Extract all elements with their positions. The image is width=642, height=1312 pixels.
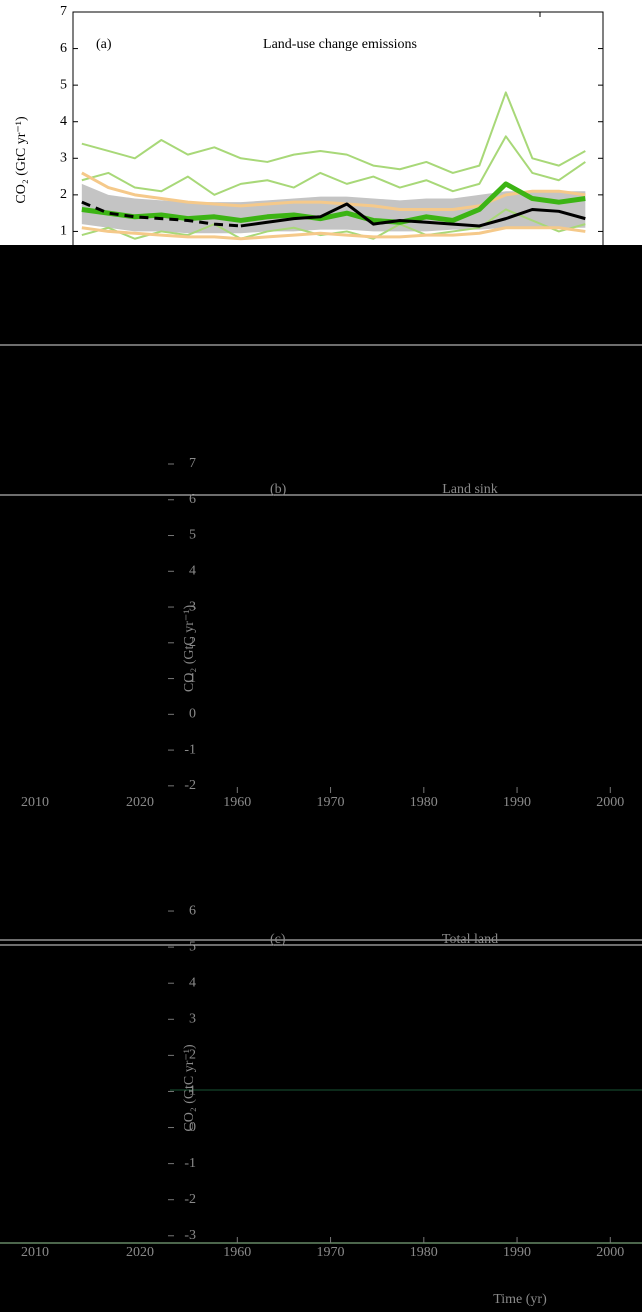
- x-tick-label: 1990: [503, 795, 531, 810]
- y-tick-label: 6: [189, 492, 196, 507]
- y-tick-label: 7: [60, 4, 67, 19]
- y-tick-label: 1: [60, 224, 67, 239]
- x-tick-label: 2010: [21, 1245, 49, 1260]
- y-tick-label: 4: [60, 114, 67, 129]
- x-axis-label: Time (yr): [493, 1292, 547, 1307]
- x-tick-label: 1980: [410, 1245, 438, 1260]
- x-tick-label: 1970: [317, 795, 345, 810]
- x-tick-label: 1960: [223, 795, 251, 810]
- series-line: [240, 202, 586, 228]
- x-tick-label: 2010: [21, 795, 49, 810]
- y-tick-label: 5: [189, 528, 196, 543]
- uncertainty-band: [81, 183, 586, 234]
- x-tick-label: 2020: [126, 1245, 154, 1260]
- axis-frame: [72, 11, 604, 268]
- panel-title: Land sink: [442, 482, 498, 497]
- series-line: [81, 181, 586, 225]
- y-tick-label: 3: [60, 151, 67, 166]
- y-tick-label: -1: [184, 742, 196, 757]
- series-line: [81, 200, 241, 228]
- y-tick-label: -3: [184, 1228, 196, 1243]
- y-tick-label: 1: [189, 671, 196, 686]
- y-tick-label: 6: [60, 41, 67, 56]
- series-line: [81, 171, 586, 211]
- dark-lines: [0, 344, 642, 1244]
- y-axis-label: CO₂ (GtC yr⁻¹): [14, 116, 29, 204]
- y-tick-label: 0: [189, 707, 196, 722]
- y-axis-label: CO₂ (GtC yr⁻¹): [182, 1044, 197, 1132]
- y-tick-label: 6: [189, 903, 196, 918]
- panel-title: Land-use change emissions: [263, 37, 417, 52]
- panel-a: 1 2 3 4 5 6 7 (a) Land-use change emissions CO₂ (…: [14, 4, 604, 268]
- y-tick-label: -1: [184, 1156, 196, 1171]
- y-tick-label: -2: [184, 1192, 196, 1207]
- series-line: [81, 226, 586, 241]
- x-tick-label: 1960: [223, 1245, 251, 1260]
- y-tick-label: 2: [189, 1048, 196, 1063]
- x-tick-label: 2020: [126, 795, 154, 810]
- y-axis-label: CO₂ (GtC yr⁻¹): [182, 605, 197, 693]
- y-tick-label: 4: [189, 975, 196, 990]
- y-tick-label: 5: [60, 77, 67, 92]
- y-tick-label: 2: [189, 635, 196, 650]
- y-tick-label: 2: [60, 187, 67, 202]
- series-line: [81, 135, 586, 196]
- y-tick-label: 5: [189, 939, 196, 954]
- series-line: [81, 91, 586, 174]
- y-tick-label: 7: [189, 456, 196, 471]
- x-tick-label: 2000: [596, 1245, 624, 1260]
- y-tick-label: 3: [189, 1012, 196, 1027]
- x-tick-label: 1970: [317, 1245, 345, 1260]
- y-tick-label: 0: [189, 1120, 196, 1135]
- y-tick-label: -2: [184, 778, 196, 793]
- x-tick-label: 1990: [503, 1245, 531, 1260]
- panel-title: Total land: [442, 932, 498, 947]
- panel-label: (c): [270, 932, 286, 947]
- x-tick-label: 1980: [410, 795, 438, 810]
- y-tick-label: 4: [189, 564, 196, 579]
- y-tick-label: 3: [189, 599, 196, 614]
- panel-label: (a): [96, 37, 112, 52]
- y-tick-label: 1: [189, 1084, 196, 1099]
- x-tick-label: 2000: [596, 795, 624, 810]
- dark-region: [0, 245, 642, 1312]
- panel-label: (b): [270, 482, 287, 497]
